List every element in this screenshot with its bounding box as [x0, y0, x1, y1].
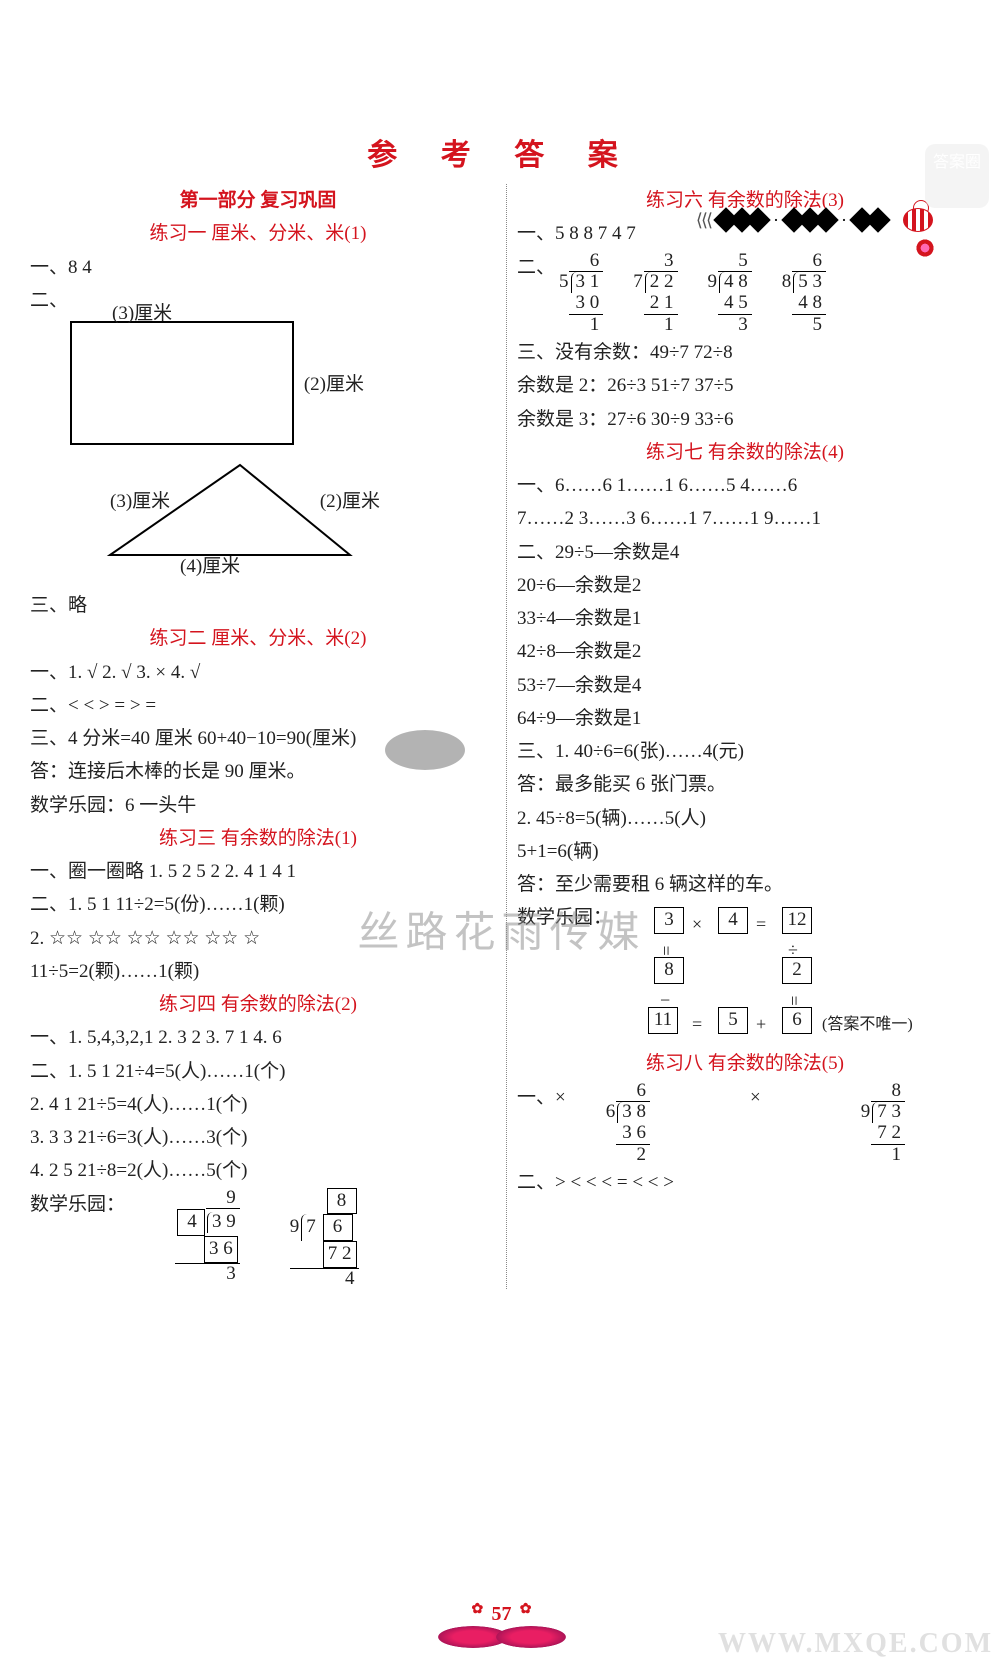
footer-blob-deco	[496, 1626, 566, 1648]
answer-line: 7……2 3……3 6……1 7……1 9……1	[517, 502, 973, 535]
long-division: 6 63 8 3 6 2	[606, 1081, 650, 1167]
content-columns: 第一部分 复习巩固 练习一 厘米、分米、米(1) 一、8 4 二、 (3)厘米 …	[0, 174, 1003, 1289]
answer-line: 三、1. 40÷6=6(张)……4(元)	[517, 735, 973, 768]
shape-label: (2)厘米	[304, 368, 364, 401]
answer-line: 三、4 分米=40 厘米 60+40−10=90(厘米)	[30, 722, 486, 755]
answer-line: 64÷9—余数是1	[517, 702, 973, 735]
answer-line: 二、1. 5 1 21÷4=5(人)……1(个)	[30, 1055, 486, 1088]
answer-line: 33÷4—余数是1	[517, 602, 973, 635]
answer-line: 二、1. 5 1 11÷2=5(份)……1(颗)	[30, 888, 486, 921]
number-puzzle: 3 × 4 = 12 = ÷ 8 2 − = 11 = 5 + 6 (答案不唯一…	[612, 907, 973, 1047]
chevron-deco: ⟨⟨⟨	[696, 210, 711, 231]
answer-line: 答：最多能买 6 张门票。	[517, 768, 973, 801]
long-division: 6 85 3 4 8 5	[782, 251, 826, 337]
shape-label: (2)厘米	[320, 485, 380, 518]
answer-line: 答：至少需要租 6 辆这样的车。	[517, 868, 973, 901]
long-division: 9 43 9 3 6 3	[175, 1188, 240, 1285]
answer-line: 二、< < > = > =	[30, 689, 486, 722]
answer-line: 答：连接后木棒的长是 90 厘米。	[30, 755, 486, 788]
answer-line: 余数是 3：27÷6 30÷9 33÷6	[517, 403, 973, 436]
answer-line: 42÷8—余数是2	[517, 635, 973, 668]
diamond-group	[855, 211, 885, 229]
diamond-group	[719, 211, 765, 229]
long-division: 8 97 6 7 2 4	[290, 1188, 359, 1290]
exercise-title: 练习八 有余数的除法(5)	[517, 1047, 973, 1080]
answer-line: 一、6……6 1……1 6……5 4……6	[517, 469, 973, 502]
answer-line: 3. 3 3 21÷6=3(人)……3(个)	[30, 1121, 486, 1154]
answer-line: 一、1. √ 2. √ 3. × 4. √	[30, 656, 486, 689]
diamond-group	[787, 211, 833, 229]
shape-label: (4)厘米	[180, 550, 240, 583]
long-division: 8 97 3 7 2 1	[861, 1081, 905, 1167]
exercise-title: 练习三 有余数的除法(1)	[30, 822, 486, 855]
answer-line: ×	[750, 1081, 761, 1114]
long-division: 3 72 2 2 1 1	[633, 251, 677, 337]
shape-label: (3)厘米	[112, 297, 172, 330]
flower-icon	[915, 238, 935, 258]
part-title: 第一部分 复习巩固	[30, 184, 486, 217]
answer-line: 53÷7—余数是4	[517, 669, 973, 702]
long-division-row: 6 63 8 3 6 2 × 8 97 3 7 2 1	[606, 1081, 905, 1167]
answer-line: 二、> < < < = < < >	[517, 1166, 973, 1199]
answer-line: 三、没有余数：49÷7 72÷8	[517, 336, 973, 369]
answer-line: 5+1=6(辆)	[517, 835, 973, 868]
page-footer: 57	[0, 1603, 1003, 1648]
answer-line: 一、圈一圈略 1. 5 2 5 2 2. 4 1 4 1	[30, 855, 486, 888]
answer-line: 数学乐园：	[30, 1188, 125, 1221]
answer-line: 三、略	[30, 589, 486, 622]
header-decoration: ⟨⟨⟨ · ·	[696, 200, 943, 240]
answer-line: 2. ☆☆ ☆☆ ☆☆ ☆☆ ☆☆ ☆	[30, 922, 486, 955]
answer-line: 数学乐园：6 一头牛	[30, 789, 486, 822]
answer-line: 一、8 4	[30, 251, 486, 284]
answer-line: 11÷5=2(颗)……1(颗)	[30, 955, 486, 988]
long-division: 6 53 1 3 0 1	[559, 251, 603, 337]
page-title: 参 考 答 案	[0, 130, 1003, 174]
page-number: 57	[478, 1603, 526, 1626]
answer-line: 20÷6—余数是2	[517, 569, 973, 602]
answer-line: 2. 45÷8=5(辆)……5(人)	[517, 802, 973, 835]
long-division: 5 94 8 4 5 3	[708, 251, 752, 337]
answer-line: 数学乐园：	[517, 901, 612, 934]
answer-line: 一、×	[517, 1081, 566, 1114]
answer-line: 一、1. 5,4,3,2,1 2. 3 2 3. 7 1 4. 6	[30, 1021, 486, 1054]
answer-line: 二、	[30, 284, 486, 317]
right-column: 练习六 有余数的除法(3) 一、5 8 8 7 4 7 二、 6 53 1 3 …	[506, 184, 973, 1289]
bee-icon	[893, 200, 943, 240]
answer-line: 2. 4 1 21÷5=4(人)……1(个)	[30, 1088, 486, 1121]
triangle-shape: (3)厘米 (2)厘米 (4)厘米	[90, 455, 370, 575]
answer-line: 二、	[517, 251, 555, 284]
exercise-title: 练习七 有余数的除法(4)	[517, 436, 973, 469]
answer-line: 余数是 2：26÷3 51÷7 37÷5	[517, 369, 973, 402]
answer-line: 二、29÷5—余数是4	[517, 536, 973, 569]
answer-line: 4. 2 5 21÷8=2(人)……5(个)	[30, 1154, 486, 1187]
exercise-title: 练习一 厘米、分米、米(1)	[30, 217, 486, 250]
shape-label: (3)厘米	[110, 485, 170, 518]
long-division-row: 6 53 1 3 0 1 3 72 2 2 1 1 5 94 8 4 5 3 6…	[559, 251, 826, 337]
exercise-title: 练习四 有余数的除法(2)	[30, 988, 486, 1021]
left-column: 第一部分 复习巩固 练习一 厘米、分米、米(1) 一、8 4 二、 (3)厘米 …	[30, 184, 496, 1289]
rectangle-shape: (3)厘米 (2)厘米	[70, 321, 294, 445]
exercise-title: 练习二 厘米、分米、米(2)	[30, 622, 486, 655]
